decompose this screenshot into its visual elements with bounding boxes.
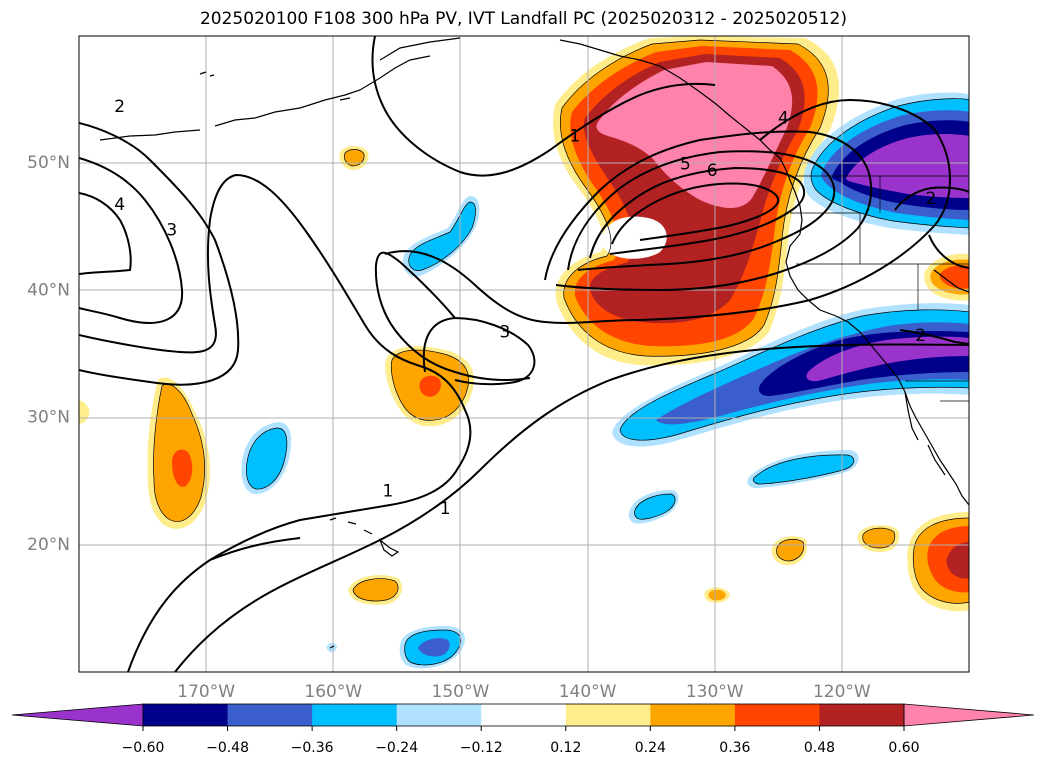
contour-5-ring bbox=[589, 166, 806, 259]
colorbar-tick-label: 0.12 bbox=[550, 740, 581, 756]
shading-positive-s4b bbox=[708, 589, 726, 601]
shading-positive-se-4 bbox=[946, 542, 969, 579]
shading-positive-ne-5 bbox=[596, 62, 793, 208]
coastlines bbox=[99, 37, 969, 506]
lat-tick-label: 20°N bbox=[27, 535, 70, 555]
colorbar-bin bbox=[650, 704, 736, 726]
lon-tick-label: 150°W bbox=[432, 682, 490, 702]
contour-label: 4 bbox=[114, 195, 125, 215]
borders bbox=[790, 175, 969, 402]
map-frame bbox=[78, 35, 970, 673]
colorbar-tick-label: 0.60 bbox=[888, 740, 919, 756]
contour-label: 3 bbox=[166, 221, 177, 241]
shading-negative-s3c bbox=[418, 638, 450, 657]
contour-label: 4 bbox=[778, 109, 789, 129]
colorbar-tick-label: 0.36 bbox=[719, 740, 750, 756]
lon-tick-label: 160°W bbox=[304, 682, 362, 702]
shading-layer bbox=[79, 36, 969, 669]
colorbar-frame bbox=[142, 703, 905, 727]
shading-positive-edge bbox=[79, 400, 90, 424]
contour-4-west bbox=[79, 192, 132, 275]
colorbar-tick-label: 0.48 bbox=[804, 740, 835, 756]
lon-tick-label: 140°W bbox=[559, 682, 617, 702]
pv-contours bbox=[79, 36, 969, 672]
contour-3-west bbox=[79, 157, 184, 324]
contour-3-ring bbox=[544, 130, 873, 292]
contour-2-ring bbox=[384, 98, 951, 324]
colorbar: −0.60 −0.48 −0.36 −0.24 −0.12 0.12 0.24 0.36 0.4… bbox=[11, 703, 1035, 756]
shading-positive-s1b bbox=[353, 578, 398, 601]
colorbar-tick-label: −0.48 bbox=[206, 740, 249, 756]
contour-label: 2 bbox=[915, 326, 926, 346]
colorbar-extend-high bbox=[903, 703, 1035, 727]
shading-positive-e-3 bbox=[939, 265, 969, 289]
contour-label: 2 bbox=[114, 97, 125, 117]
contour-label: 6 bbox=[707, 161, 718, 181]
colorbar-tick-label: 0.24 bbox=[635, 740, 666, 756]
shading-negative-band-5 bbox=[806, 336, 969, 382]
colorbar-bin bbox=[396, 704, 482, 726]
page-title: 2025020100 F108 300 hPa PV, IVT Landfall… bbox=[199, 9, 847, 29]
contour-1-inner-ring bbox=[422, 316, 536, 386]
contour-4-ring bbox=[567, 150, 836, 271]
contour-2-west bbox=[79, 122, 240, 386]
shading-positive-s3b bbox=[862, 528, 895, 548]
shading-outline-layer bbox=[153, 39, 969, 666]
colorbar-bin bbox=[734, 704, 820, 726]
colorbar-tick-label: −0.60 bbox=[122, 740, 165, 756]
colorbar-tick-label: −0.12 bbox=[460, 740, 503, 756]
lon-tick-label: 130°W bbox=[686, 682, 744, 702]
contour-2-east bbox=[894, 186, 969, 269]
gridlines bbox=[79, 36, 969, 672]
lat-axis-labels: 20°N 30°N 40°N 50°N bbox=[27, 153, 70, 555]
colorbar-extend-low bbox=[11, 703, 144, 727]
contour-labels: 2 4 3 1 4 5 6 3 1 1 2 2 bbox=[114, 97, 936, 519]
colorbar-bin bbox=[565, 704, 651, 726]
contour-2-se bbox=[899, 329, 969, 345]
contour-2-main bbox=[79, 173, 472, 672]
colorbar-bin bbox=[227, 704, 313, 726]
shading-negative-s2b bbox=[634, 494, 676, 520]
islands bbox=[199, 71, 400, 649]
lat-tick-label: 50°N bbox=[27, 153, 70, 173]
contour-label: 1 bbox=[383, 481, 394, 501]
contour-label: 1 bbox=[569, 126, 580, 146]
lon-tick-label: 120°W bbox=[813, 682, 871, 702]
contour-1-outer bbox=[174, 343, 969, 672]
lon-axis-labels: 170°W 160°W 150°W 140°W 130°W 120°W bbox=[177, 682, 871, 702]
contour-label: 2 bbox=[925, 189, 936, 209]
contour-label: 5 bbox=[680, 154, 691, 174]
contour-1-north bbox=[371, 36, 716, 177]
colorbar-tick-label: −0.24 bbox=[375, 740, 418, 756]
shading-negative-west-2 bbox=[246, 428, 287, 490]
contour-3-mid bbox=[374, 251, 531, 381]
contour-label: 1 bbox=[440, 499, 451, 519]
colorbar-bin bbox=[312, 704, 398, 726]
contour-6-ring bbox=[611, 182, 780, 245]
contour-1-lower bbox=[209, 537, 301, 561]
contour-label: 3 bbox=[500, 322, 511, 342]
lon-tick-label: 170°W bbox=[177, 682, 235, 702]
colorbar-bin bbox=[819, 704, 905, 726]
shading-positive-edge-3 bbox=[344, 149, 365, 166]
colorbar-bin bbox=[481, 704, 567, 726]
shading-positive-w1c bbox=[172, 449, 193, 487]
shading-negative-s1b bbox=[753, 454, 854, 484]
lat-tick-label: 40°N bbox=[27, 280, 70, 300]
shading-negative-north-5 bbox=[846, 134, 969, 198]
lat-tick-label: 30°N bbox=[27, 408, 70, 428]
colorbar-tick-label: −0.36 bbox=[291, 740, 334, 756]
colorbar-bin bbox=[143, 704, 229, 726]
shading-positive-c1c bbox=[419, 375, 441, 397]
